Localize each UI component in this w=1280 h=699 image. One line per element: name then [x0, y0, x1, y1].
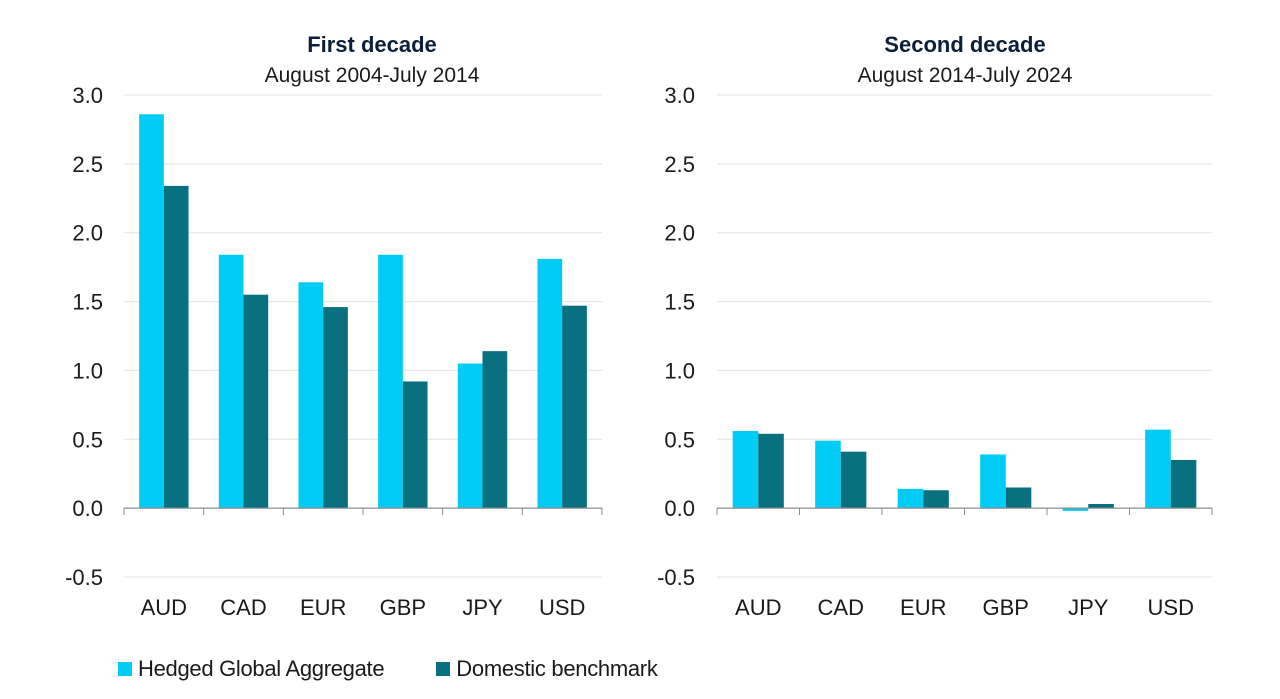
bar-domestic-usd	[562, 305, 587, 509]
bar-hedged-eur	[298, 282, 324, 509]
bar-hedged-eur	[897, 488, 924, 509]
y-tick-label: 0.5	[72, 427, 103, 452]
bar-hedged-gbp	[980, 454, 1006, 509]
bar-hedged-gbp	[378, 254, 403, 509]
chart-subtitle: August 2004-July 2014	[265, 64, 480, 87]
bar-domestic-aud	[758, 433, 784, 509]
x-tick-label: GBP	[983, 595, 1029, 620]
y-tick-label: 3.0	[664, 83, 695, 108]
y-tick-label: 1.5	[664, 290, 695, 315]
y-tick-label: 1.5	[72, 290, 103, 315]
bar-domestic-cad	[243, 294, 269, 509]
bar-domestic-cad	[840, 451, 867, 509]
x-tick-label: EUR	[900, 595, 946, 620]
y-tick-label: 0.0	[664, 496, 695, 521]
x-tick-label: USD	[539, 595, 585, 620]
x-tick-label: AUD	[735, 595, 781, 620]
x-tick-label: EUR	[300, 595, 346, 620]
y-tick-label: 2.0	[664, 221, 695, 246]
bar-hedged-aud	[732, 431, 759, 509]
x-tick-label: GBP	[380, 595, 426, 620]
y-tick-label: 0.0	[72, 496, 103, 521]
legend-label-domestic: Domestic benchmark	[456, 656, 658, 681]
legend: Hedged Global Aggregate Domestic benchma…	[118, 656, 658, 682]
bar-domestic-usd	[1170, 459, 1197, 509]
chart-title: First decade	[307, 32, 437, 57]
legend-swatch-hedged	[118, 662, 132, 676]
y-tick-label: 1.0	[664, 358, 695, 383]
x-tick-label: JPY	[462, 595, 503, 620]
bar-hedged-jpy	[1062, 508, 1089, 511]
x-tick-label: USD	[1148, 595, 1194, 620]
bar-hedged-cad	[815, 440, 841, 509]
legend-item-hedged: Hedged Global Aggregate	[118, 656, 385, 682]
legend-label-hedged: Hedged Global Aggregate	[138, 656, 385, 681]
bar-hedged-cad	[218, 254, 244, 509]
bar-domestic-gbp	[1005, 487, 1032, 509]
bar-domestic-jpy	[482, 351, 508, 509]
bar-domestic-jpy	[1088, 504, 1114, 509]
x-tick-label: CAD	[818, 595, 864, 620]
legend-item-domestic: Domestic benchmark	[436, 656, 658, 682]
chart-title: Second decade	[884, 32, 1045, 57]
chart-subtitle: August 2014-July 2024	[858, 64, 1073, 87]
y-tick-label: 3.0	[72, 83, 103, 108]
bar-hedged-usd	[537, 258, 563, 509]
y-tick-label: -0.5	[65, 565, 103, 590]
x-tick-label: AUD	[141, 595, 187, 620]
bar-hedged-usd	[1145, 429, 1171, 509]
y-tick-label: 2.5	[72, 152, 103, 177]
legend-swatch-domestic	[436, 662, 451, 676]
x-tick-label: JPY	[1068, 595, 1109, 620]
bar-domestic-eur	[323, 307, 348, 509]
bar-hedged-aud	[139, 114, 164, 509]
bar-domestic-eur	[923, 490, 949, 509]
y-tick-label: -0.5	[657, 565, 695, 590]
y-tick-label: 0.5	[664, 427, 695, 452]
y-tick-label: 2.0	[72, 221, 103, 246]
y-tick-label: 2.5	[664, 152, 695, 177]
bar-domestic-aud	[163, 185, 189, 509]
bar-hedged-jpy	[457, 363, 483, 509]
x-tick-label: CAD	[220, 595, 266, 620]
bar-domestic-gbp	[402, 381, 428, 509]
y-tick-label: 1.0	[72, 358, 103, 383]
